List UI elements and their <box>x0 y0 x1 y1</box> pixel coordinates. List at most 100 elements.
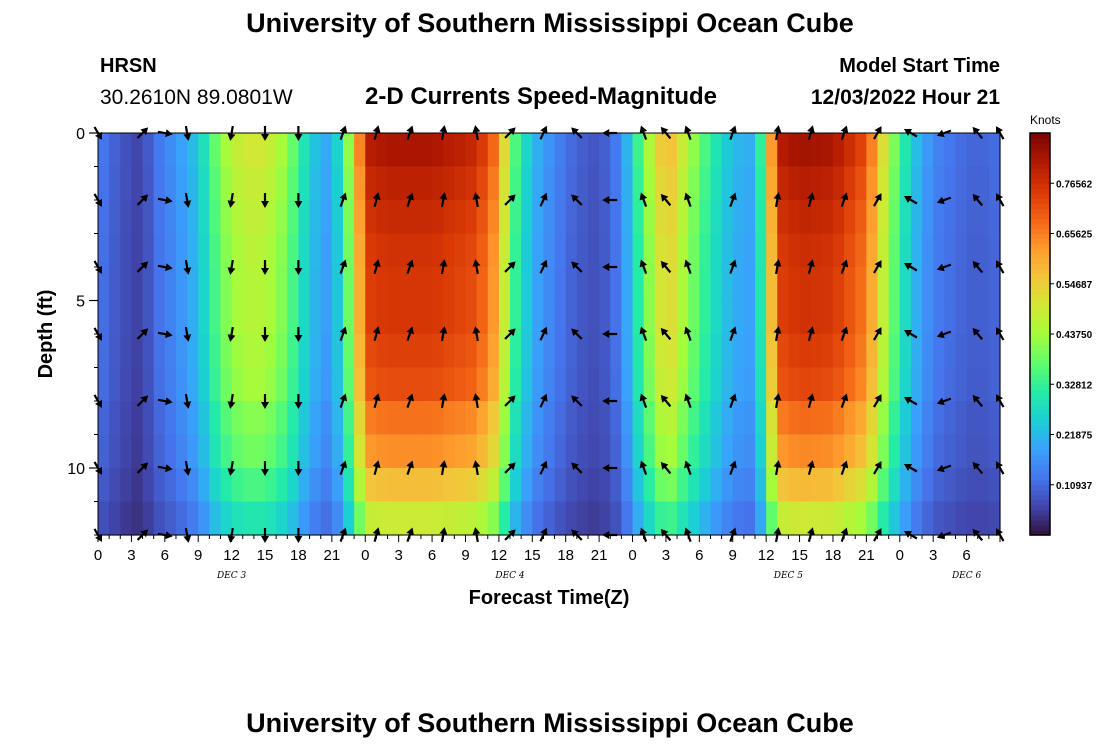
heatmap-cell <box>621 233 634 268</box>
heatmap-cell <box>142 434 155 469</box>
arrow-head <box>540 393 548 402</box>
heatmap-cell <box>342 166 355 201</box>
heatmap-cell <box>242 367 255 402</box>
heatmap-cell <box>420 501 433 536</box>
current-vector-arrow <box>439 326 448 342</box>
arrow-head <box>439 460 448 468</box>
heatmap-cell <box>187 334 199 369</box>
arrow-head <box>903 263 913 270</box>
heatmap-cell <box>599 267 611 302</box>
arrow-head <box>406 326 414 335</box>
heatmap-cell <box>342 501 355 536</box>
arrow-head <box>807 393 815 402</box>
arrow-head <box>996 394 1003 403</box>
arrow-head <box>874 394 882 403</box>
arrow-head <box>540 326 548 335</box>
heatmap-cell <box>554 401 567 436</box>
heatmap-cell <box>342 267 355 302</box>
colorbar-swatch <box>1030 409 1050 415</box>
heatmap-cell <box>621 133 634 168</box>
current-vector-arrow <box>729 393 737 408</box>
current-vector-arrow <box>684 259 692 274</box>
heatmap-cell <box>131 468 144 503</box>
heatmap-cell <box>175 300 188 335</box>
heatmap-cell <box>654 300 667 335</box>
heatmap-cell <box>699 267 712 302</box>
heatmap-cell <box>766 367 778 402</box>
heatmap-cell <box>810 434 823 469</box>
heatmap-cell <box>933 501 945 536</box>
heatmap-cell <box>721 401 734 436</box>
heatmap-cell <box>265 434 277 469</box>
heatmap-cell <box>899 133 912 168</box>
current-vector-arrow <box>873 461 882 475</box>
arrow-head <box>372 326 381 335</box>
heatmap-cell <box>131 334 144 369</box>
heatmap-cell <box>365 501 377 536</box>
current-vector-arrow <box>93 126 102 140</box>
current-vector-arrow <box>684 125 692 140</box>
heatmap-cell <box>231 267 244 302</box>
current-vector-arrow <box>294 193 303 208</box>
heatmap-cell <box>109 200 121 235</box>
heatmap-cell <box>766 233 778 268</box>
heatmap-cell <box>599 200 611 235</box>
heatmap-cell <box>743 434 756 469</box>
heatmap-cell <box>699 133 712 168</box>
arrow-head <box>807 326 815 335</box>
heatmap-cell <box>521 133 533 168</box>
heatmap-cell <box>554 233 567 268</box>
current-vector-arrow <box>996 327 1005 341</box>
heatmap-cell <box>309 133 322 168</box>
heatmap-cell <box>120 166 133 201</box>
current-vector-arrow <box>873 260 882 274</box>
arrow-head <box>903 397 913 404</box>
x-axis-label: Forecast Time(Z) <box>469 587 630 609</box>
heatmap-cell <box>543 166 556 201</box>
colorbar-swatch <box>1030 519 1050 526</box>
heatmap-cell <box>253 434 266 469</box>
heatmap-cell <box>922 468 934 503</box>
heatmap-cell <box>855 133 867 168</box>
heatmap-cell <box>710 200 723 235</box>
current-vector-arrow <box>873 528 882 542</box>
heatmap-cell <box>922 233 934 268</box>
heatmap-cell <box>231 133 244 168</box>
x-tick-label: 18 <box>557 547 574 564</box>
heatmap-cell <box>966 267 979 302</box>
current-vector-arrow <box>840 527 849 542</box>
heatmap-cell <box>944 200 957 235</box>
current-vector-arrow <box>602 330 618 338</box>
heatmap-cell <box>543 133 556 168</box>
heatmap-cell <box>543 367 556 402</box>
heatmap-cell <box>510 133 522 168</box>
heatmap-cell <box>910 200 923 235</box>
heatmap-cell <box>476 434 489 469</box>
heatmap-cell <box>632 434 645 469</box>
current-vector-arrow <box>227 259 236 275</box>
heatmap-cell <box>721 200 734 235</box>
heatmap-cell <box>743 166 756 201</box>
arrow-head <box>406 460 414 469</box>
current-vector-arrow <box>157 330 173 339</box>
heatmap-cell <box>98 501 110 536</box>
heatmap-cell <box>265 468 277 503</box>
current-vector-arrow <box>294 327 303 342</box>
x-tick-label: 18 <box>825 547 842 564</box>
current-vector-arrow <box>840 125 849 140</box>
heatmap-cell <box>532 334 545 369</box>
heatmap-cell <box>643 468 656 503</box>
heatmap-cell <box>988 468 1001 503</box>
heatmap-cell <box>777 401 790 436</box>
heatmap-cell <box>487 267 500 302</box>
heatmap-cell <box>777 501 790 536</box>
heatmap-cell <box>187 133 199 168</box>
heatmap-cell <box>342 300 355 335</box>
colorbar-swatch <box>1030 183 1050 189</box>
heatmap-cell <box>855 434 867 469</box>
arrow-head <box>874 461 882 470</box>
heatmap-cell <box>298 401 311 436</box>
current-vector-arrow <box>406 125 414 140</box>
current-vector-arrow <box>93 260 102 274</box>
heatmap-cell <box>732 267 745 302</box>
